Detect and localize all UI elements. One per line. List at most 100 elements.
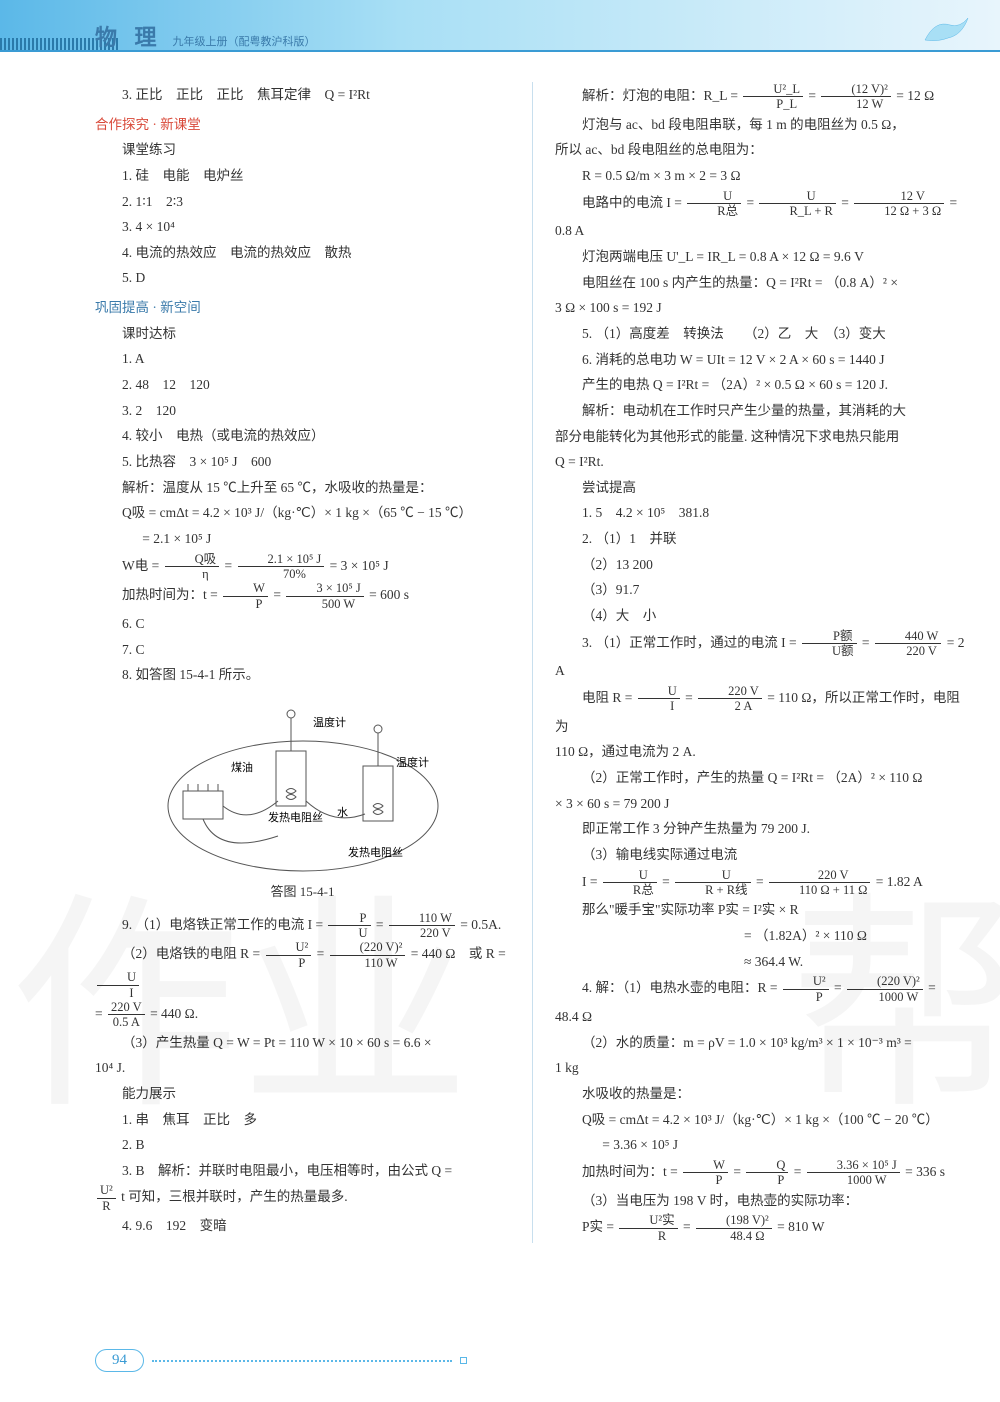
text-line: 2. 1∶1 2∶3 [95, 189, 510, 215]
formula-line: 9. （1）电烙铁正常工作的电流 I = PU = 110 W220 V = 0… [95, 911, 510, 941]
text-line: 所以 ac、bd 段电阻丝的总电阻为： [555, 137, 970, 163]
formula-text: = [662, 874, 673, 889]
fraction: QP [746, 1158, 788, 1188]
content-columns: 3. 正比 正比 正比 焦耳定律 Q = I²Rt 合作探究 · 新课堂 课堂练… [0, 52, 1000, 1263]
fraction: (220 V)²110 W [330, 940, 406, 970]
formula-text: = 336 s [905, 1164, 945, 1179]
formula-text: = 810 W [777, 1219, 824, 1234]
text-line: 110 Ω，通过电流为 2 A. [555, 739, 970, 765]
fraction: UR_L + R [759, 189, 835, 219]
text-line: 水吸收的热量是： [555, 1081, 970, 1107]
subtitle-label: 九年级上册（配粤教沪科版） [173, 33, 316, 49]
diagram-label: 温度计 [313, 715, 346, 729]
formula-text: 电路中的电流 I = [582, 195, 685, 210]
text-line: 8. 如答图 15-4-1 所示。 [95, 662, 510, 688]
text-line: 1. 串 焦耳 正比 多 [95, 1107, 510, 1133]
text-line: （4）大 小 [555, 603, 970, 629]
text-line: 课时达标 [95, 321, 510, 347]
text-line: 48.4 Ω [555, 1004, 970, 1030]
text-line: 尝试提高 [555, 475, 970, 501]
text-line: 5. D [95, 265, 510, 291]
text-line: 4. 9.6 192 变暗 [95, 1213, 510, 1239]
text-line: 1. 硅 电能 电炉丝 [95, 163, 510, 189]
text-line: 7. C [95, 637, 510, 663]
section-heading: 合作探究 · 新课堂 [95, 112, 510, 138]
formula-text: （2）电烙铁的电阻 R = [122, 946, 264, 961]
fraction: P额U额 [802, 629, 857, 659]
formula-text: = [317, 946, 328, 961]
text-line: （2）13 200 [555, 552, 970, 578]
fraction: UR + R线 [675, 868, 750, 898]
formula-text: 9. （1）电烙铁正常工作的电流 I = [122, 917, 326, 932]
formula-text: = [225, 558, 236, 573]
fraction: 12 V12 Ω + 3 Ω [854, 189, 944, 219]
formula-text: = [733, 1164, 744, 1179]
fraction: 2.1 × 10⁵ J70% [238, 552, 325, 582]
fraction: UR总 [687, 189, 741, 219]
formula-line: 解析：灯泡的电阻：R_L = U²_LP_L = (12 V)²12 W = 1… [555, 82, 970, 112]
fraction: 3.36 × 10⁵ J1000 W [807, 1158, 900, 1188]
text-line: Q = I²Rt. [555, 449, 970, 475]
fraction: U²实R [619, 1213, 677, 1243]
fraction: (198 V)²48.4 Ω [696, 1213, 772, 1243]
text-line: 解析：电动机在工作时只产生少量的热量，其消耗的大 [555, 398, 970, 424]
formula-text: = 440 Ω. [150, 1006, 198, 1021]
subject-label: 物 理 [95, 20, 163, 52]
fraction: 220 V0.5 A [108, 1000, 145, 1030]
formula-line: W电 = Q吸η = 2.1 × 10⁵ J70% = 3 × 10⁵ J [95, 552, 510, 582]
fraction: U²P [266, 940, 312, 970]
formula-line: 3. （1）正常工作时，通过的电流 I = P额U额 = 440 W220 V … [555, 629, 970, 684]
formula-text: = [683, 1219, 694, 1234]
text-line: 2. 48 12 120 [95, 372, 510, 398]
text-line: 部分电能转化为其他形式的能量. 这种情况下求电热只能用 [555, 424, 970, 450]
fraction: U²R [97, 1183, 116, 1213]
diagram-caption: 答图 15-4-1 [95, 880, 510, 905]
fraction: (220 V)²1000 W [847, 974, 923, 1004]
text-line: 解析：温度从 15 ℃上升至 65 ℃，水吸收的热量是： [95, 475, 510, 501]
text-line: 产生的电热 Q = I²Rt = （2A）² × 0.5 Ω × 60 s = … [555, 372, 970, 398]
fraction: 220 V110 Ω + 11 Ω [769, 868, 870, 898]
text-line: （3）91.7 [555, 577, 970, 603]
formula-line: 电阻 R = UI = 220 V2 A = 110 Ω，所以正常工作时，电阻为 [555, 684, 970, 739]
text-line: 1. 5 4.2 × 10⁵ 381.8 [555, 500, 970, 526]
text-line: 2. （1）1 并联 [555, 526, 970, 552]
text-line: 6. 消耗的总电功 W = UIt = 12 V × 2 A × 60 s = … [555, 347, 970, 373]
formula-text: P实 = [582, 1219, 617, 1234]
fraction: PU [328, 911, 370, 941]
text-line: 3. 正比 正比 正比 焦耳定律 Q = I²Rt [95, 82, 510, 108]
text-line: （3）输电线实际通过电流 [555, 842, 970, 868]
fraction: UI [638, 684, 680, 714]
formula-line: 4. 解：（1）电热水壶的电阻：R = U²P = (220 V)²1000 W… [555, 974, 970, 1004]
fraction: 3 × 10⁵ J500 W [286, 581, 363, 611]
formula-text: 加热时间为：t = [122, 587, 221, 602]
formula-text: = [756, 874, 767, 889]
formula-text: = 1.82 A [876, 874, 923, 889]
fraction: 440 W220 V [875, 629, 941, 659]
text-line: 3. B 解析：并联时电阻最小，电压相等时，由公式 Q = [95, 1158, 510, 1184]
formula-text: = 3 × 10⁵ J [330, 558, 389, 573]
formula-text: = 12 Ω [896, 88, 934, 103]
page-header: 物 理 九年级上册（配粤教沪科版） [0, 0, 1000, 52]
section-heading: 巩固提高 · 新空间 [95, 295, 510, 321]
text-line: （3）产生热量 Q = W = Pt = 110 W × 10 × 60 s =… [95, 1030, 510, 1056]
text-line: 1 kg [555, 1055, 970, 1081]
formula-text: = 0.5A. [460, 917, 501, 932]
formula-text: = [928, 980, 936, 995]
text-line: 3. 4 × 10⁴ [95, 214, 510, 240]
fraction: WP [223, 581, 268, 611]
text-line: 3. 2 120 [95, 398, 510, 424]
dove-icon [920, 10, 970, 50]
formula-text: = [834, 980, 845, 995]
fraction: UI [97, 970, 139, 1000]
text-line: （3）当电压为 198 V 时，电热壶的实际功率： [555, 1188, 970, 1214]
text-line: 5. 比热容 3 × 10⁵ J 600 [95, 449, 510, 475]
page-number: 94 [95, 1349, 144, 1372]
text-line: 4. 电流的热效应 电流的热效应 散热 [95, 240, 510, 266]
formula-text: = [746, 195, 757, 210]
diagram-label: 发热电阻丝 [348, 845, 403, 859]
text-line: ≈ 364.4 W. [555, 949, 970, 975]
left-column: 3. 正比 正比 正比 焦耳定律 Q = I²Rt 合作探究 · 新课堂 课堂练… [95, 82, 532, 1243]
formula-text: = [95, 1006, 106, 1021]
formula-text: = [685, 690, 696, 705]
formula-line: 加热时间为：t = WP = QP = 3.36 × 10⁵ J1000 W =… [555, 1158, 970, 1188]
